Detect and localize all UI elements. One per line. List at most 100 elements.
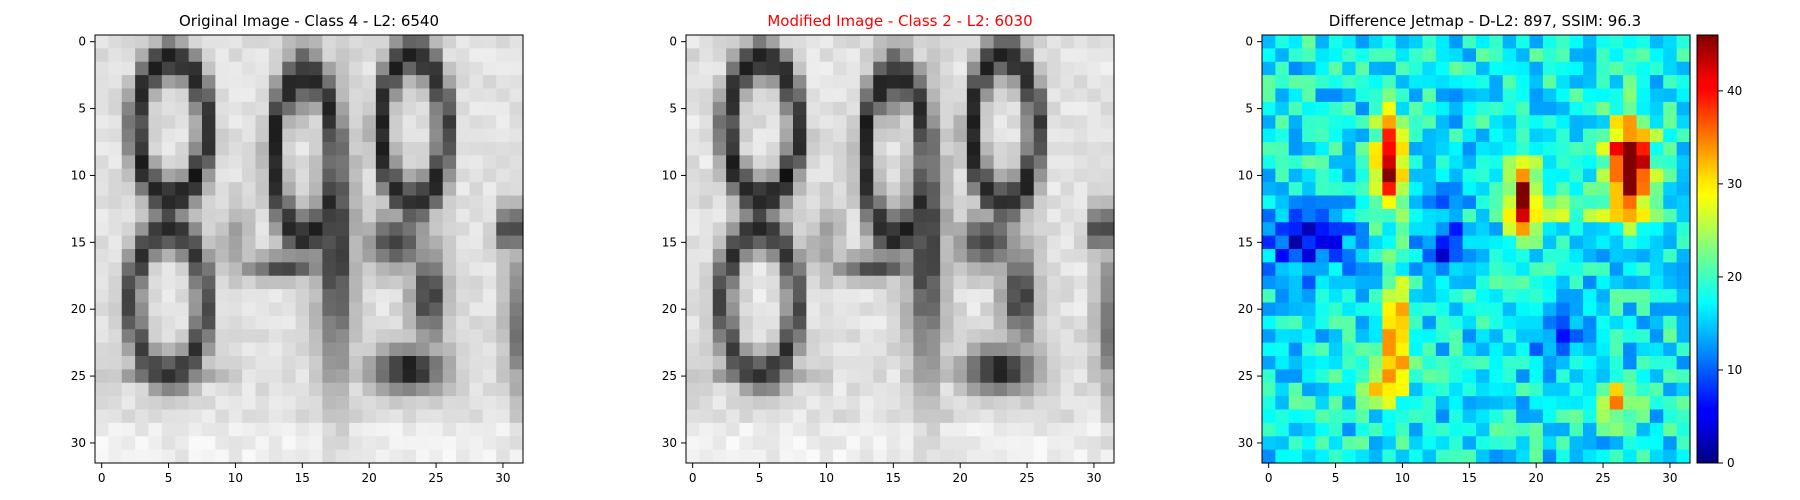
pixel-cell [1502, 275, 1517, 290]
pixel-cell [215, 115, 230, 130]
pixel-cell [980, 75, 995, 90]
pixel-cell [416, 222, 430, 237]
pixel-cell [873, 422, 888, 437]
pixel-cell [1073, 101, 1088, 116]
pixel-cell [268, 342, 283, 357]
pixel-cell [135, 302, 150, 317]
pixel-cell [1047, 155, 1062, 170]
pixel-cell [766, 329, 781, 344]
pixel-cell [1288, 249, 1303, 263]
pixel-cell [793, 382, 807, 397]
pixel-cell [806, 115, 821, 130]
pixel-cell [886, 88, 901, 103]
pixel-cell [806, 195, 821, 210]
pixel-cell [228, 48, 243, 63]
pixel-cell [873, 101, 888, 116]
pixel-cell [509, 88, 524, 103]
pixel-cell [469, 342, 484, 357]
pixel-cell [1476, 88, 1490, 103]
pixel-cell [900, 182, 914, 197]
pixel-cell [95, 48, 109, 63]
pixel-cell [108, 128, 123, 143]
pixel-cell [1328, 249, 1343, 263]
pixel-cell [726, 382, 741, 397]
pixel-cell [509, 289, 524, 304]
pixel-cell [1462, 168, 1477, 183]
pixel-cell [1476, 195, 1490, 210]
pixel-cell [295, 449, 310, 464]
pixel-cell [1609, 275, 1624, 290]
pixel-cell [1328, 195, 1343, 210]
pixel-cell [1462, 409, 1477, 424]
pixel-cell [1596, 115, 1611, 130]
pixel-cell [375, 422, 390, 437]
pixel-cell [1382, 329, 1397, 344]
pixel-cell [1100, 61, 1115, 76]
pixel-cell [188, 61, 203, 76]
pixel-cell [389, 208, 404, 223]
pixel-cell [1516, 342, 1531, 357]
pixel-cell [482, 88, 497, 103]
pixel-cell [1395, 75, 1410, 90]
pixel-cell [833, 275, 848, 290]
pixel-cell [1033, 155, 1048, 170]
pixel-cell [779, 101, 794, 116]
pixel-cell [1529, 208, 1544, 223]
pixel-cell [362, 302, 377, 317]
pixel-cell [1449, 275, 1464, 290]
pixel-cell [121, 249, 136, 263]
pixel-cell [469, 369, 484, 384]
pixel-cell [1609, 302, 1624, 317]
pixel-cell [1556, 356, 1571, 370]
pixel-cell [362, 182, 377, 197]
pixel-cell [873, 342, 888, 357]
pixel-cell [1529, 436, 1544, 451]
pixel-cell [940, 302, 955, 317]
pixel-cell [1422, 275, 1437, 290]
pixel-cell [752, 182, 767, 197]
pixel-cell [389, 222, 404, 237]
pixel-cell [1516, 422, 1531, 437]
pixel-cell [993, 422, 1008, 437]
pixel-cell [295, 35, 310, 49]
pixel-cell [1529, 289, 1544, 304]
pixel-cell [940, 208, 955, 223]
pixel-cell [1342, 142, 1357, 156]
pixel-cell [1100, 329, 1115, 344]
pixel-cell [1435, 342, 1450, 357]
pixel-cell [886, 302, 901, 317]
pixel-cell [108, 396, 123, 411]
pixel-cell [1369, 329, 1383, 344]
pixel-cell [255, 449, 270, 464]
pixel-cell [1556, 249, 1571, 263]
pixel-cell [1315, 409, 1330, 424]
pixel-cell [1636, 61, 1651, 76]
pixel-cell [1275, 249, 1290, 263]
pixel-cell [1315, 396, 1330, 411]
pixel-cell [1020, 436, 1035, 451]
pixel-cell [509, 222, 524, 237]
pixel-cell [335, 382, 350, 397]
pixel-cell [859, 262, 874, 277]
x-axis-ticks: 0 5 10 15 20 25 30 [689, 463, 1102, 485]
pixel-cell [1395, 396, 1410, 411]
pixel-cell [940, 315, 955, 330]
pixel-cell [846, 275, 861, 290]
pixel-cell [456, 275, 471, 290]
y-tick-label: 20 [1238, 302, 1253, 316]
pixel-cell [375, 128, 390, 143]
pixel-cell [135, 249, 150, 263]
pixel-cell [148, 115, 163, 130]
panel-modified-image: Modified Image - Class 2 - L2: 6030 0 5 10… [662, 12, 1115, 485]
pixel-cell [1382, 35, 1397, 49]
pixel-cell [215, 369, 230, 384]
pixel-cell [1422, 369, 1437, 384]
pixel-cell [1100, 356, 1115, 370]
pixel-cell [1060, 235, 1075, 250]
pixel-cell [1275, 369, 1290, 384]
pixel-cell [135, 101, 150, 116]
pixel-cell [900, 48, 914, 63]
pixel-cell [509, 48, 524, 63]
pixel-cell [1288, 75, 1303, 90]
pixel-cell [482, 315, 497, 330]
